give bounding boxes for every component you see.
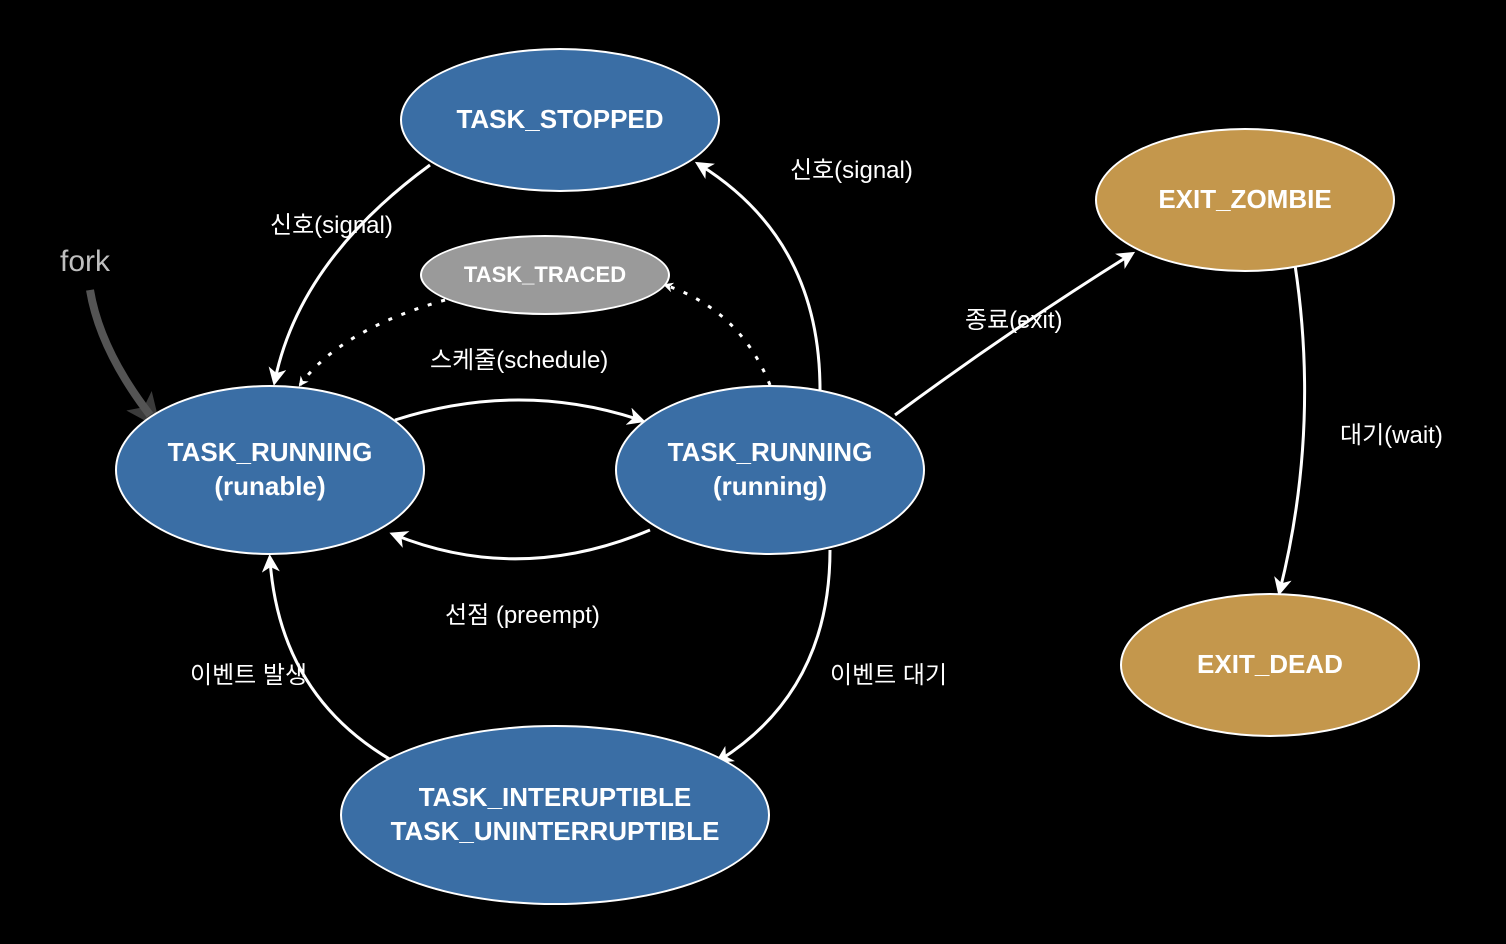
label-signal-left: 신호(signal)	[270, 205, 393, 240]
node-label: EXIT_ZOMBIE	[1158, 183, 1331, 217]
edge-zombie-to-dead	[1280, 265, 1305, 590]
node-task-stopped: TASK_STOPPED	[400, 48, 720, 192]
edge-traced-to-runable	[300, 300, 445, 385]
label-signal-right: 신호(signal)	[790, 150, 913, 185]
label-schedule: 스케줄(schedule)	[430, 340, 608, 375]
edge-running-to-interruptible	[720, 550, 830, 760]
node-task-interruptible: TASK_INTERUPTIBLE TASK_UNINTERRUPTIBLE	[340, 725, 770, 905]
label-preempt: 선점 (preempt)	[445, 595, 600, 630]
diagram-stage: TASK_STOPPED TASK_TRACED TASK_RUNNING (r…	[0, 0, 1506, 944]
label-fork: fork	[60, 245, 110, 279]
node-task-traced: TASK_TRACED	[420, 235, 670, 315]
label-event-wait: 이벤트 대기	[830, 655, 947, 690]
node-label: TASK_STOPPED	[456, 103, 663, 137]
edge-fork	[90, 290, 150, 415]
edge-running-to-runable	[395, 530, 650, 559]
node-label: EXIT_DEAD	[1197, 648, 1343, 682]
node-label: TASK_TRACED	[464, 261, 626, 290]
label-exit: 종료(exit)	[965, 300, 1063, 335]
edge-running-to-zombie	[895, 255, 1130, 415]
edge-running-to-traced	[665, 285, 770, 385]
edge-running-to-stopped	[700, 165, 820, 390]
node-label: TASK_RUNNING (runable)	[168, 436, 373, 504]
node-label: TASK_RUNNING (running)	[668, 436, 873, 504]
node-label: TASK_INTERUPTIBLE TASK_UNINTERRUPTIBLE	[391, 781, 720, 849]
node-exit-zombie: EXIT_ZOMBIE	[1095, 128, 1395, 272]
edge-runable-to-running	[395, 400, 640, 420]
node-task-running-runable: TASK_RUNNING (runable)	[115, 385, 425, 555]
label-wait: 대기(wait)	[1340, 415, 1443, 450]
edge-stopped-to-runable	[275, 165, 430, 380]
node-exit-dead: EXIT_DEAD	[1120, 593, 1420, 737]
label-event-occur: 이벤트 발생	[190, 655, 307, 690]
node-task-running-running: TASK_RUNNING (running)	[615, 385, 925, 555]
